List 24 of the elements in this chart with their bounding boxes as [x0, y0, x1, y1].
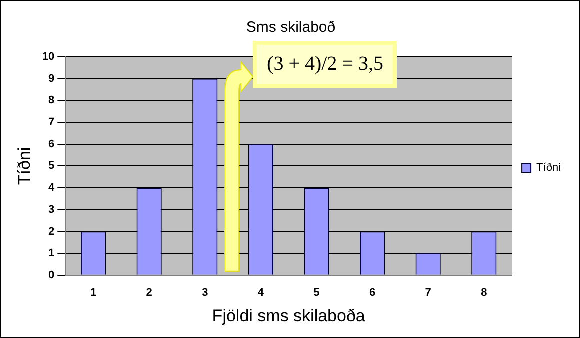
y-tick-label: 9: [48, 72, 55, 85]
x-tick-label: 3: [202, 287, 208, 300]
y-tick-label: 3: [48, 204, 55, 216]
x-tick-label: 8: [481, 287, 488, 300]
x-tick-label: 1: [90, 287, 97, 300]
y-tick-label: 4: [48, 182, 56, 194]
x-axis-title: Fjöldi sms skilaboða: [212, 306, 366, 326]
y-tick-label: 2: [48, 226, 55, 238]
x-tick-label: 5: [314, 287, 320, 300]
chart-title: Sms skilaboð: [246, 19, 336, 36]
y-tick-label: 0: [48, 269, 55, 282]
y-tick-label: 10: [42, 51, 55, 64]
x-tick-label: 4: [258, 287, 265, 300]
annotation: (3 + 4)/2 = 3,5: [253, 41, 398, 88]
x-tick-label: 6: [369, 287, 376, 300]
y-tick-label: 5: [48, 160, 55, 172]
y-tick-label: 8: [48, 94, 55, 107]
y-tick-label: 7: [48, 116, 55, 129]
y-tick-label: 1: [48, 248, 55, 260]
y-axis-title: Tíðni: [14, 147, 34, 186]
y-tick-label: 6: [48, 138, 55, 150]
legend-label: Tíðni: [536, 162, 562, 174]
x-tick-label: 2: [146, 287, 152, 300]
x-tick-label: 7: [425, 287, 432, 300]
